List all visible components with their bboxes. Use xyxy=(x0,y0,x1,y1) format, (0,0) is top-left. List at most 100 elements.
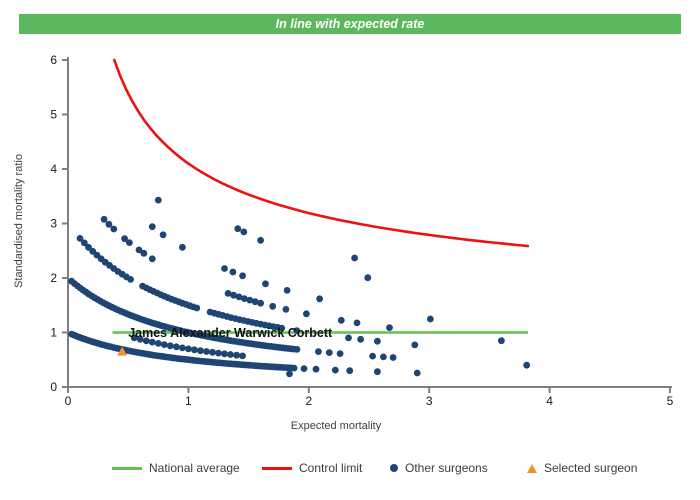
surgeon-point[interactable] xyxy=(121,235,128,243)
selected-surgeon-marker[interactable] xyxy=(117,346,128,356)
legend-label: National average xyxy=(149,461,240,475)
surgeon-point[interactable] xyxy=(293,346,301,353)
surgeon-point[interactable] xyxy=(80,239,88,247)
surgeon-point[interactable] xyxy=(374,337,381,345)
legend-item-control-limit: Control limit xyxy=(262,458,362,478)
surgeon-point[interactable] xyxy=(142,337,150,345)
surgeon-point[interactable] xyxy=(411,341,419,349)
surgeon-point[interactable] xyxy=(76,235,84,242)
surgeon-point[interactable] xyxy=(221,350,228,358)
surgeon-point[interactable] xyxy=(325,349,333,356)
surgeon-point[interactable] xyxy=(179,344,186,352)
surgeon-point[interactable] xyxy=(290,364,298,372)
surgeon-point[interactable] xyxy=(286,370,293,378)
surgeon-point[interactable] xyxy=(224,290,232,297)
surgeon-point[interactable] xyxy=(239,352,247,360)
surgeon-point[interactable] xyxy=(498,337,505,345)
x-tick-label: 5 xyxy=(667,394,674,408)
surgeon-point[interactable] xyxy=(251,298,259,306)
surgeon-point[interactable] xyxy=(173,343,180,351)
surgeon-point[interactable] xyxy=(110,225,118,233)
other-surgeons-dot-swatch xyxy=(390,464,398,472)
surgeon-point[interactable] xyxy=(230,291,238,299)
surgeon-point[interactable] xyxy=(364,274,372,282)
surgeon-point[interactable] xyxy=(316,295,323,303)
surgeon-point[interactable] xyxy=(257,236,264,244)
surgeon-point[interactable] xyxy=(148,255,156,263)
surgeon-point[interactable] xyxy=(127,276,134,283)
surgeon-point[interactable] xyxy=(159,231,167,239)
surgeon-point[interactable] xyxy=(130,334,138,342)
surgeon-point[interactable] xyxy=(303,310,310,318)
surgeon-point[interactable] xyxy=(337,316,345,324)
surgeon-point[interactable] xyxy=(269,302,277,310)
surgeon-point[interactable] xyxy=(257,299,264,307)
surgeon-point[interactable] xyxy=(140,249,148,257)
surgeon-point[interactable] xyxy=(369,352,376,360)
surgeon-point[interactable] xyxy=(154,340,162,347)
surgeon-point[interactable] xyxy=(215,349,222,357)
surgeon-point[interactable] xyxy=(229,268,237,276)
x-tick-label: 2 xyxy=(305,394,312,408)
y-tick-label: 0 xyxy=(50,380,57,394)
surgeon-point[interactable] xyxy=(336,350,344,357)
surgeon-point[interactable] xyxy=(293,327,301,334)
surgeon-point[interactable] xyxy=(227,351,234,358)
surgeon-point[interactable] xyxy=(125,239,133,247)
surgeon-point[interactable] xyxy=(282,306,290,313)
surgeon-point[interactable] xyxy=(427,315,434,323)
surgeon-point[interactable] xyxy=(197,347,204,355)
surgeon-point[interactable] xyxy=(386,324,393,331)
surgeon-point[interactable] xyxy=(246,296,254,304)
surgeon-point[interactable] xyxy=(234,225,242,233)
surgeon-point[interactable] xyxy=(380,353,387,361)
surgeon-point[interactable] xyxy=(203,348,210,355)
surgeon-point[interactable] xyxy=(148,338,156,346)
surgeon-point[interactable] xyxy=(148,223,156,231)
y-tick-label: 4 xyxy=(50,162,57,176)
surgeon-point[interactable] xyxy=(300,365,308,372)
surgeon-point[interactable] xyxy=(209,348,216,356)
x-tick-label: 3 xyxy=(426,394,433,408)
x-axis-title: Expected mortality xyxy=(290,420,382,432)
y-tick-label: 2 xyxy=(50,271,57,285)
surgeon-point[interactable] xyxy=(185,345,192,353)
surgeon-point[interactable] xyxy=(374,368,381,376)
surgeon-point[interactable] xyxy=(345,334,352,342)
y-tick-label: 5 xyxy=(50,108,57,122)
surgeon-point[interactable] xyxy=(278,324,286,332)
y-tick-label: 3 xyxy=(50,217,57,231)
surgeon-point[interactable] xyxy=(312,365,320,373)
legend-item-other-surgeons: Other surgeons xyxy=(390,458,488,478)
surgeon-point[interactable] xyxy=(283,287,291,294)
surgeon-point[interactable] xyxy=(100,215,108,223)
surgeon-point[interactable] xyxy=(331,366,339,374)
surgeon-point[interactable] xyxy=(357,335,364,343)
surgeon-point[interactable] xyxy=(166,342,174,350)
surgeon-point[interactable] xyxy=(191,346,198,354)
surgeon-point[interactable] xyxy=(389,354,397,361)
surgeon-point[interactable] xyxy=(239,272,247,280)
surgeon-point[interactable] xyxy=(154,196,162,204)
surgeon-point[interactable] xyxy=(351,254,358,262)
surgeon-point[interactable] xyxy=(413,369,421,377)
surgeon-point[interactable] xyxy=(105,220,113,228)
surgeon-point[interactable] xyxy=(221,265,228,272)
surgeon-point[interactable] xyxy=(233,351,241,359)
surgeon-point[interactable] xyxy=(135,246,143,254)
surgeon-point[interactable] xyxy=(523,361,531,369)
surgeon-point[interactable] xyxy=(241,295,248,302)
other-surgeons-points[interactable] xyxy=(68,196,531,378)
surgeon-point[interactable] xyxy=(235,293,243,301)
selected-surgeon-triangle-swatch xyxy=(527,463,537,473)
surgeon-point[interactable] xyxy=(262,280,269,288)
surgeon-point[interactable] xyxy=(353,319,361,327)
surgeon-point[interactable] xyxy=(136,335,144,343)
surgeon-point[interactable] xyxy=(179,243,186,251)
surgeon-point[interactable] xyxy=(160,341,168,348)
surgeon-point[interactable] xyxy=(346,367,354,375)
y-tick-label: 6 xyxy=(50,53,57,67)
surgeon-point[interactable] xyxy=(193,304,201,312)
surgeon-point[interactable] xyxy=(240,228,248,236)
surgeon-point[interactable] xyxy=(315,348,322,355)
